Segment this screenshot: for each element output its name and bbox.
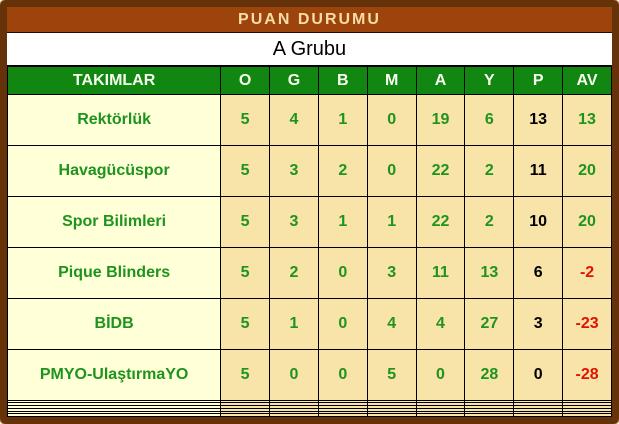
stat-cell-a: 19 bbox=[415, 94, 466, 146]
points-cell: 3 bbox=[513, 297, 564, 350]
stat-cell-o: 5 bbox=[220, 94, 271, 146]
points-cell: 13 bbox=[513, 94, 564, 146]
stat-cell-b: 1 bbox=[317, 195, 368, 248]
stat-cell-g: 3 bbox=[269, 144, 319, 197]
stat-cell-o: 5 bbox=[220, 144, 271, 197]
av-cell: 20 bbox=[562, 195, 612, 248]
stat-cell-b: 0 bbox=[317, 348, 368, 401]
team-name-cell: Pique Blinders bbox=[7, 246, 222, 299]
stat-cell-a: 0 bbox=[415, 348, 466, 401]
stat-cell-o: 5 bbox=[220, 348, 271, 401]
team-name-cell: Havagücüspor bbox=[7, 144, 222, 197]
stat-cell-o: 5 bbox=[220, 297, 271, 350]
table-row-empty bbox=[7, 407, 612, 412]
column-header-o: O bbox=[220, 67, 271, 95]
column-header-takimlar: TAKIMLAR bbox=[7, 67, 222, 95]
column-header-a: A bbox=[415, 67, 466, 95]
stat-cell-y: 2 bbox=[464, 195, 515, 248]
standings-table: TAKIMLAR O G B M A Y P AV Rektörlük 5 4 … bbox=[7, 67, 612, 417]
av-cell: -2 bbox=[562, 246, 612, 299]
av-cell: -28 bbox=[562, 348, 612, 401]
column-header-y: Y bbox=[464, 67, 515, 95]
stat-cell-b: 2 bbox=[317, 144, 368, 197]
table-row-empty bbox=[7, 413, 612, 417]
stat-cell-b: 1 bbox=[317, 94, 368, 146]
av-cell: -23 bbox=[562, 297, 612, 350]
av-cell: 20 bbox=[562, 144, 612, 197]
stat-cell-y: 27 bbox=[464, 297, 515, 350]
stat-cell-a: 22 bbox=[415, 144, 466, 197]
table-row: BİDB 5 1 0 4 4 27 3 -23 bbox=[7, 297, 612, 350]
title-bar: PUAN DURUMU bbox=[7, 7, 612, 33]
table-row: Havagücüspor 5 3 2 0 22 2 11 20 bbox=[7, 144, 612, 197]
empty-stat-cell bbox=[562, 413, 612, 417]
table-row: PMYO-UlaştırmaYO 5 0 0 5 0 28 0 -28 bbox=[7, 348, 612, 401]
column-header-m: M bbox=[366, 67, 417, 95]
stat-cell-o: 5 bbox=[220, 195, 271, 248]
group-title: A Grubu bbox=[7, 33, 612, 67]
table-row: Rektörlük 5 4 1 0 19 6 13 13 bbox=[7, 94, 612, 146]
empty-team-cell bbox=[7, 413, 222, 417]
stat-cell-m: 4 bbox=[366, 297, 417, 350]
stat-cell-a: 11 bbox=[415, 246, 466, 299]
column-header-b: B bbox=[317, 67, 368, 95]
points-cell: 6 bbox=[513, 246, 564, 299]
stat-cell-g: 1 bbox=[269, 297, 319, 350]
stat-cell-m: 0 bbox=[366, 144, 417, 197]
team-name-cell: BİDB bbox=[7, 297, 222, 350]
stat-cell-b: 0 bbox=[317, 246, 368, 299]
av-cell: 13 bbox=[562, 94, 612, 146]
stat-cell-g: 3 bbox=[269, 195, 319, 248]
stat-cell-y: 13 bbox=[464, 246, 515, 299]
empty-stat-cell bbox=[415, 413, 466, 417]
stat-cell-a: 22 bbox=[415, 195, 466, 248]
stat-cell-y: 6 bbox=[464, 94, 515, 146]
points-cell: 10 bbox=[513, 195, 564, 248]
team-name-cell: Spor Bilimleri bbox=[7, 195, 222, 248]
stat-cell-g: 2 bbox=[269, 246, 319, 299]
stat-cell-y: 2 bbox=[464, 144, 515, 197]
stat-cell-a: 4 bbox=[415, 297, 466, 350]
table-row-empty bbox=[7, 410, 612, 415]
empty-stat-cell bbox=[366, 413, 417, 417]
empty-stat-cell bbox=[464, 413, 515, 417]
team-name-cell: PMYO-UlaştırmaYO bbox=[7, 348, 222, 401]
column-header-g: G bbox=[269, 67, 319, 95]
empty-stat-cell bbox=[513, 413, 564, 417]
team-name-cell: Rektörlük bbox=[7, 94, 222, 146]
page-title: PUAN DURUMU bbox=[238, 10, 381, 28]
stat-cell-m: 3 bbox=[366, 246, 417, 299]
stat-cell-o: 5 bbox=[220, 246, 271, 299]
table-row: Pique Blinders 5 2 0 3 11 13 6 -2 bbox=[7, 246, 612, 299]
empty-stat-cell bbox=[220, 413, 271, 417]
table-row: Spor Bilimleri 5 3 1 1 22 2 10 20 bbox=[7, 195, 612, 248]
table-row-empty bbox=[7, 402, 612, 407]
stat-cell-m: 1 bbox=[366, 195, 417, 248]
stat-cell-b: 0 bbox=[317, 297, 368, 350]
stat-cell-m: 0 bbox=[366, 94, 417, 146]
stat-cell-m: 5 bbox=[366, 348, 417, 401]
header-row: TAKIMLAR O G B M A Y P AV bbox=[7, 67, 612, 95]
empty-stat-cell bbox=[269, 413, 319, 417]
stat-cell-y: 28 bbox=[464, 348, 515, 401]
stat-cell-g: 0 bbox=[269, 348, 319, 401]
stat-cell-g: 4 bbox=[269, 94, 319, 146]
column-header-p: P bbox=[513, 67, 564, 95]
column-header-av: AV bbox=[562, 67, 612, 95]
points-cell: 0 bbox=[513, 348, 564, 401]
points-cell: 11 bbox=[513, 144, 564, 197]
empty-stat-cell bbox=[317, 413, 368, 417]
